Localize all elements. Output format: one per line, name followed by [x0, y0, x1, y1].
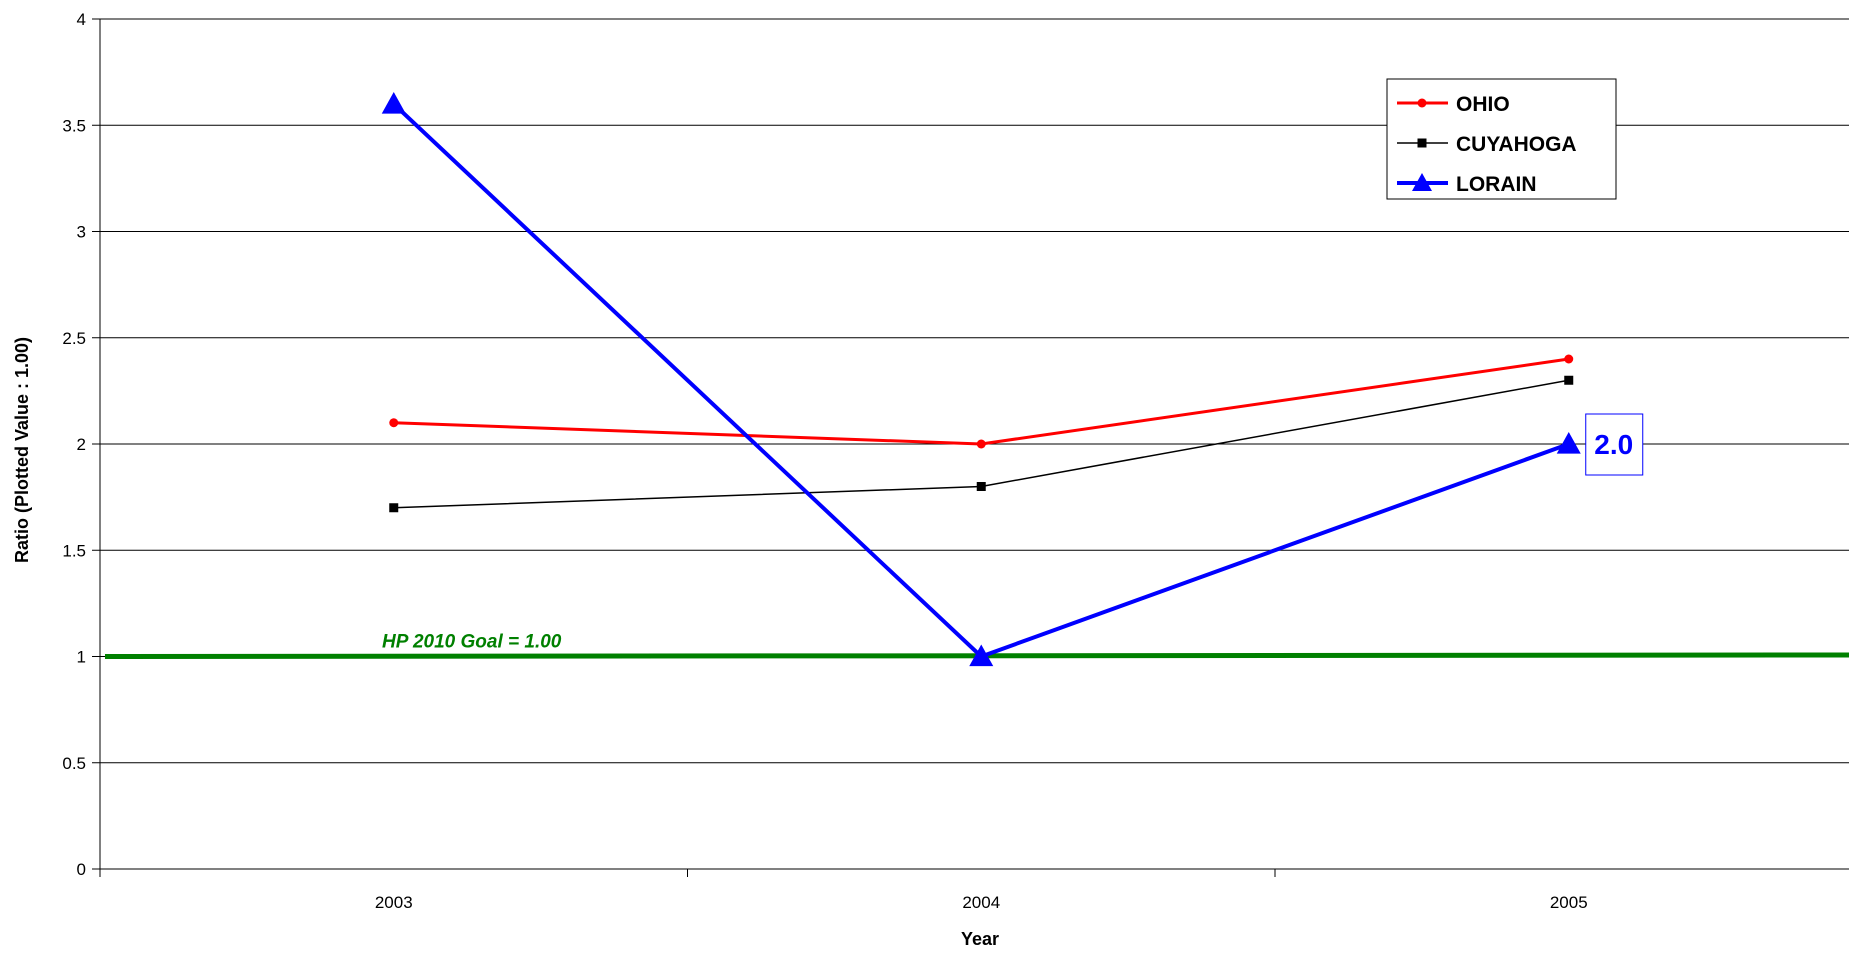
x-tick-label: 2005 [1550, 893, 1588, 912]
legend-label-ohio: OHIO [1456, 93, 1510, 116]
y-tick-label: 2 [77, 435, 86, 454]
goal-label: HP 2010 Goal = 1.00 [382, 632, 562, 653]
y-tick-label: 1.5 [62, 541, 86, 560]
axes-layer: 0 0.5 1 1.5 2 2.5 3 3.5 4 2003 2004 2005 [62, 10, 1849, 912]
y-tick-label: 2.5 [62, 329, 86, 348]
data-point-cuyahoga-2004 [976, 482, 986, 491]
y-tick-label: 3 [77, 223, 86, 242]
legend-marker-cuyahoga [1417, 138, 1427, 148]
legend-marker-lorain [1412, 173, 1432, 191]
x-axis-title: Year [961, 929, 999, 949]
y-tick-label: 0.5 [62, 754, 86, 773]
y-tick-label: 1 [77, 648, 86, 667]
data-point-cuyahoga-2005 [1564, 375, 1574, 385]
y-axis-title: Ratio (Plotted Value : 1.00) [12, 337, 32, 563]
series-layer [381, 92, 1581, 667]
data-point-ohio-2004 [976, 439, 986, 449]
data-point-lorain-2005 [1556, 432, 1581, 454]
data-point-cuyahoga-2003 [389, 503, 399, 513]
label-layer: 2.0 [1585, 413, 1644, 476]
y-tick-label: 0 [77, 860, 86, 879]
legend-items: OHIO CUYAHOGA LORAIN [1397, 93, 1577, 196]
data-point-ohio-2003 [389, 418, 399, 428]
x-tick-label: 2003 [375, 893, 413, 912]
legend-marker-ohio [1417, 98, 1427, 108]
y-tick-label: 3.5 [62, 116, 86, 135]
data-point-lorain-2004 [969, 644, 994, 667]
legend-label-cuyahoga: CUYAHOGA [1456, 133, 1577, 156]
legend: OHIO CUYAHOGA LORAIN [1386, 78, 1617, 200]
x-tick-label: 2004 [962, 893, 1000, 912]
y-tick-label: 4 [77, 10, 86, 29]
data-point-lorain-2003 [381, 92, 406, 114]
data-label: 2.0 [1594, 429, 1633, 460]
data-point-ohio-2005 [1564, 354, 1574, 364]
data-label-box [1585, 413, 1644, 476]
legend-label-lorain: LORAIN [1456, 173, 1537, 196]
series-line-ohio [393, 357, 1569, 446]
